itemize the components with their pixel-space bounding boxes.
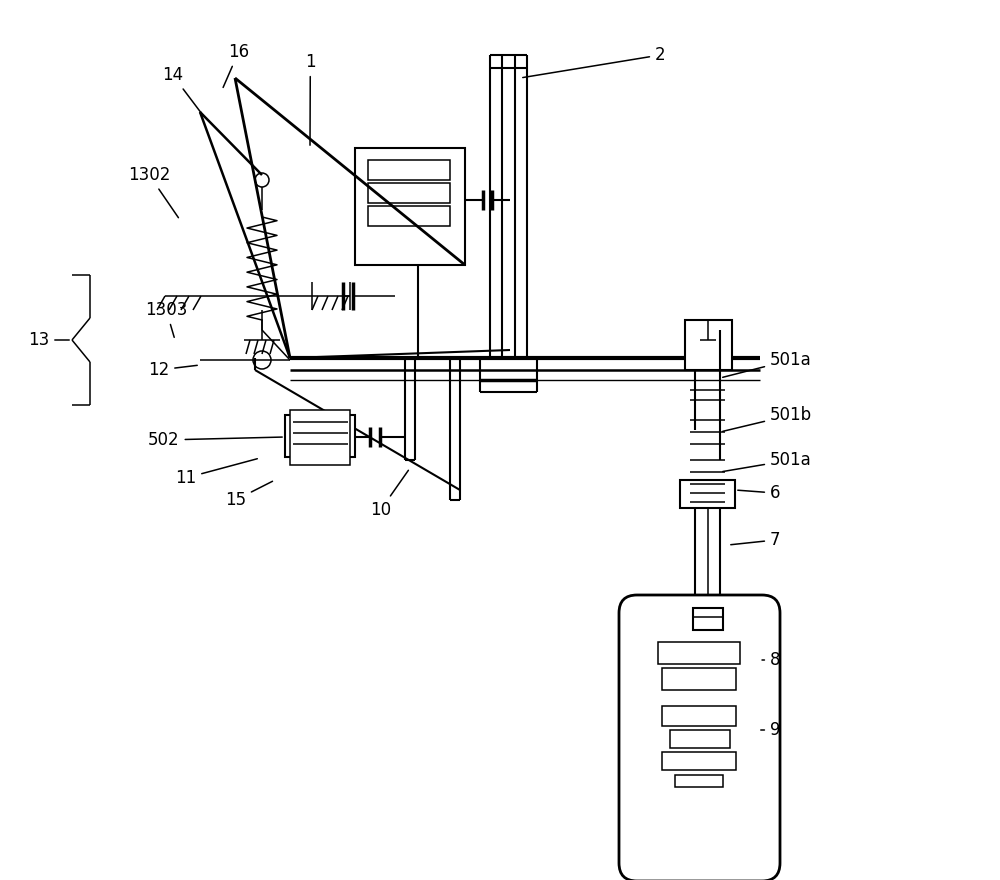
- Bar: [670, 730, 730, 748]
- Bar: [680, 480, 735, 508]
- Text: 11: 11: [175, 458, 257, 487]
- Text: 1302: 1302: [128, 166, 178, 217]
- Text: 1: 1: [305, 53, 316, 145]
- Bar: [368, 183, 450, 203]
- Bar: [662, 706, 736, 726]
- Bar: [662, 752, 736, 770]
- FancyBboxPatch shape: [619, 595, 780, 880]
- Text: 501b: 501b: [723, 406, 812, 431]
- Text: 2: 2: [523, 46, 666, 77]
- Text: 501a: 501a: [723, 451, 812, 472]
- Text: 1303: 1303: [145, 301, 187, 337]
- Bar: [285, 415, 355, 457]
- Text: 502: 502: [148, 431, 282, 449]
- Text: 6: 6: [738, 484, 780, 502]
- Bar: [662, 668, 736, 690]
- Text: 16: 16: [223, 43, 249, 87]
- Text: 10: 10: [370, 470, 408, 519]
- Text: 501a: 501a: [723, 351, 812, 378]
- Bar: [658, 642, 740, 664]
- Text: 13: 13: [28, 331, 69, 349]
- Bar: [693, 608, 723, 630]
- Bar: [355, 148, 465, 265]
- Bar: [675, 775, 723, 787]
- Bar: [368, 160, 450, 180]
- Text: 14: 14: [162, 66, 203, 116]
- Bar: [290, 410, 350, 465]
- Text: 9: 9: [761, 721, 780, 739]
- Bar: [685, 320, 732, 370]
- Text: 15: 15: [225, 481, 273, 509]
- Text: 12: 12: [148, 361, 197, 379]
- Text: 7: 7: [731, 531, 780, 549]
- Text: 8: 8: [762, 651, 780, 669]
- Bar: [368, 206, 450, 226]
